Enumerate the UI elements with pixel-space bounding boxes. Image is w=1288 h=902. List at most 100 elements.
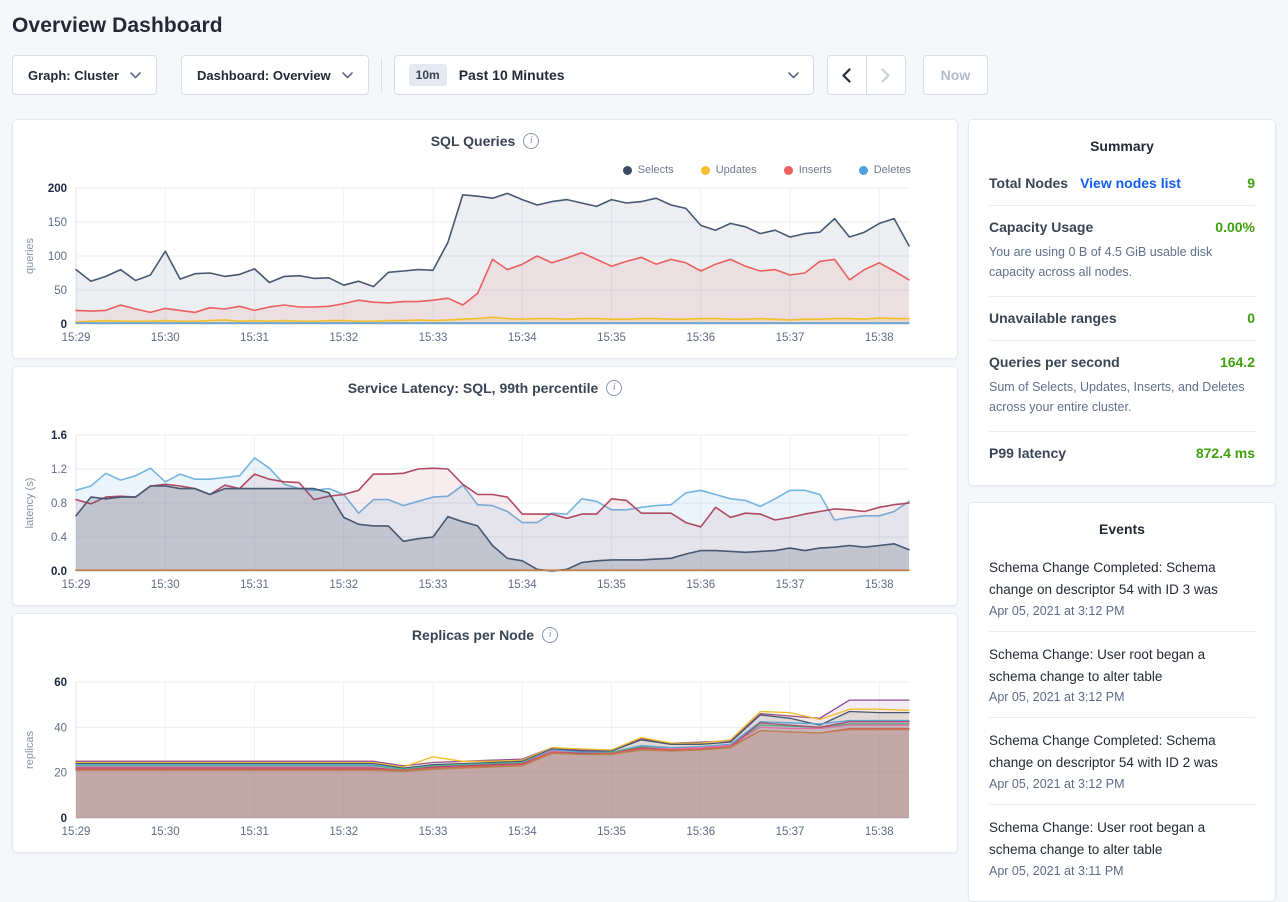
svg-text:15:38: 15:38 (865, 332, 894, 344)
legend-dot-icon (622, 165, 632, 175)
svg-text:queries: queries (24, 237, 36, 274)
legend-dot-icon (783, 165, 793, 175)
replicas-per-node-plot: 15:29 15:30 15:31 15:32 15:33 15:34 15:35 15:36… (24, 677, 910, 838)
time-range-label: Past 10 Minutes (458, 67, 565, 83)
chart-title: SQL Queries (430, 133, 516, 149)
time-back-button[interactable] (826, 55, 867, 95)
svg-text:15:30: 15:30 (151, 579, 180, 591)
event-item: Schema Change Completed: Schema change o… (989, 545, 1255, 632)
summary-row: Capacity Usage 0.00% You are using 0 B of … (989, 206, 1255, 297)
svg-text:15:38: 15:38 (865, 579, 894, 591)
page-title: Overview Dashboard (12, 14, 223, 37)
svg-text:15:35: 15:35 (597, 579, 626, 591)
now-button[interactable]: Now (922, 55, 989, 95)
svg-text:15:36: 15:36 (686, 579, 715, 591)
event-item: Schema Change: User root began a schema … (989, 805, 1255, 891)
svg-text:0.4: 0.4 (51, 532, 68, 544)
time-range-picker[interactable]: 10m Past 10 Minutes (393, 55, 814, 95)
main-content: SQL Queries i Selects Updates Inserts Delet… (12, 119, 1276, 902)
chart-title: Service Latency: SQL, 99th percentile (347, 380, 599, 396)
chevron-down-icon (787, 71, 799, 78)
svg-text:0: 0 (61, 813, 67, 825)
event-timestamp: Apr 05, 2021 at 3:11 PM (989, 863, 1124, 878)
svg-text:15:30: 15:30 (151, 826, 180, 838)
sql-queries-chart[interactable]: 15:29 15:30 15:31 15:32 15:33 15:34 15:35 15:36… (13, 120, 957, 358)
events-panel: Events Schema Change Completed: Schema c… (968, 502, 1276, 902)
svg-text:1.6: 1.6 (51, 430, 67, 442)
legend-item-selects[interactable]: Selects (622, 164, 674, 176)
summary-row: Queries per second 164.2 Sum of Selects, U… (989, 341, 1255, 432)
event-text: Schema Change: User root began a schema … (989, 646, 1206, 684)
event-item: Schema Change Completed: Schema change o… (989, 718, 1255, 806)
summary-row-value: 164.2 (1219, 354, 1255, 370)
summary-row-label: Unavailable ranges (989, 310, 1117, 326)
summary-rows: Total Nodes View nodes list 9 Capacity Usag… (989, 162, 1255, 475)
summary-row-value: 0 (1247, 310, 1255, 326)
svg-text:15:34: 15:34 (508, 332, 537, 344)
legend-label: Inserts (798, 164, 832, 176)
legend-label: Deletes (873, 164, 911, 176)
replicas-per-node-chart[interactable]: 15:29 15:30 15:31 15:32 15:33 15:34 15:35 15:36… (13, 614, 957, 852)
event-text: Schema Change: User root began a schema … (989, 820, 1206, 858)
dashboard-dropdown[interactable]: Dashboard: Overview (181, 55, 369, 95)
event-timestamp: Apr 05, 2021 at 3:12 PM (989, 603, 1125, 618)
legend-dot-icon (700, 165, 710, 175)
legend-item-inserts[interactable]: Inserts (783, 164, 832, 176)
event-text: Schema Change Completed: Schema change o… (989, 560, 1218, 597)
summary-row-value: 9 (1247, 175, 1255, 191)
svg-text:15:35: 15:35 (597, 332, 626, 344)
svg-text:40: 40 (54, 722, 67, 734)
graph-dropdown[interactable]: Graph: Cluster (12, 55, 158, 95)
event-timestamp: Apr 05, 2021 at 3:12 PM (989, 690, 1125, 705)
chevron-down-icon (341, 71, 353, 78)
info-icon[interactable]: i (606, 380, 623, 396)
svg-text:15:37: 15:37 (776, 826, 805, 838)
summary-row-label: P99 latency (989, 445, 1067, 461)
svg-text:15:32: 15:32 (329, 332, 358, 344)
events-list: Schema Change Completed: Schema change o… (989, 545, 1255, 891)
svg-text:20: 20 (54, 768, 67, 780)
svg-text:15:29: 15:29 (62, 826, 91, 838)
svg-text:150: 150 (48, 217, 67, 229)
svg-text:15:29: 15:29 (62, 332, 91, 344)
svg-text:15:31: 15:31 (240, 332, 269, 344)
svg-text:15:35: 15:35 (597, 826, 626, 838)
svg-text:15:33: 15:33 (419, 826, 448, 838)
summary-row: P99 latency 872.4 ms (989, 432, 1255, 475)
legend-item-deletes[interactable]: Deletes (858, 164, 911, 176)
graph-dropdown-label: Graph: Cluster (28, 67, 120, 83)
toolbar-divider (380, 58, 382, 92)
chevron-right-icon (881, 67, 890, 83)
legend-label: Updates (715, 164, 757, 176)
legend-label: Selects (637, 164, 674, 176)
svg-text:15:32: 15:32 (329, 826, 358, 838)
svg-text:0.8: 0.8 (51, 498, 67, 510)
svg-text:15:37: 15:37 (776, 579, 805, 591)
svg-text:0: 0 (61, 319, 67, 331)
svg-text:15:32: 15:32 (329, 579, 358, 591)
svg-text:15:29: 15:29 (62, 579, 91, 591)
svg-text:15:30: 15:30 (151, 332, 180, 344)
svg-text:15:36: 15:36 (686, 826, 715, 838)
charts-column: SQL Queries i Selects Updates Inserts Delet… (12, 119, 958, 853)
event-timestamp: Apr 05, 2021 at 3:12 PM (989, 777, 1125, 792)
svg-text:200: 200 (48, 183, 67, 195)
service-latency-plot: 15:29 15:30 15:31 15:32 15:33 15:34 15:35 15:36… (24, 430, 910, 591)
chart-title: Replicas per Node (411, 627, 535, 643)
info-icon[interactable]: i (542, 627, 559, 643)
summary-row-label: Total Nodes (989, 175, 1069, 191)
time-forward-button[interactable] (865, 55, 906, 95)
time-step-buttons (826, 55, 906, 95)
info-icon[interactable]: i (523, 133, 540, 149)
view-nodes-list-link[interactable]: View nodes list (1080, 175, 1181, 191)
service-latency-chart[interactable]: 15:29 15:30 15:31 15:32 15:33 15:34 15:35 15:36… (13, 367, 957, 605)
svg-text:replicas: replicas (24, 731, 36, 769)
svg-text:60: 60 (54, 677, 67, 689)
sql-queries-plot: 15:29 15:30 15:31 15:32 15:33 15:34 15:35 15:36… (24, 183, 910, 344)
svg-text:15:34: 15:34 (508, 579, 537, 591)
summary-row-subtext: Sum of Selects, Updates, Inserts, and De… (989, 380, 1245, 414)
chevron-down-icon (130, 71, 141, 78)
legend-item-updates[interactable]: Updates (700, 164, 757, 176)
sql-queries-card: SQL Queries i Selects Updates Inserts Delet… (12, 119, 958, 359)
time-range-badge: 10m (408, 64, 447, 86)
